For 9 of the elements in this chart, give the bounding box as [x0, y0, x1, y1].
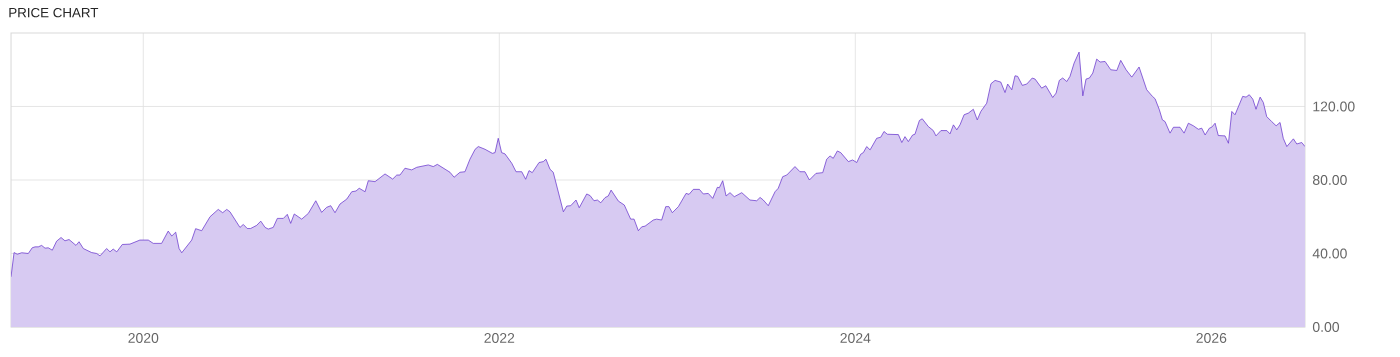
y-tick-label: 0.00	[1312, 322, 1340, 332]
y-tick-label: 80.00	[1312, 175, 1347, 185]
y-tick-label: 40.00	[1312, 248, 1347, 259]
chart-title: PRICE CHART	[9, 7, 99, 18]
x-tick-label: 2026	[1196, 333, 1227, 343]
x-tick-label: 2020	[128, 333, 159, 343]
x-tick-label: 2024	[840, 333, 871, 343]
y-tick-label: 120.00	[1313, 101, 1355, 112]
x-tick-label: 2022	[484, 333, 515, 343]
